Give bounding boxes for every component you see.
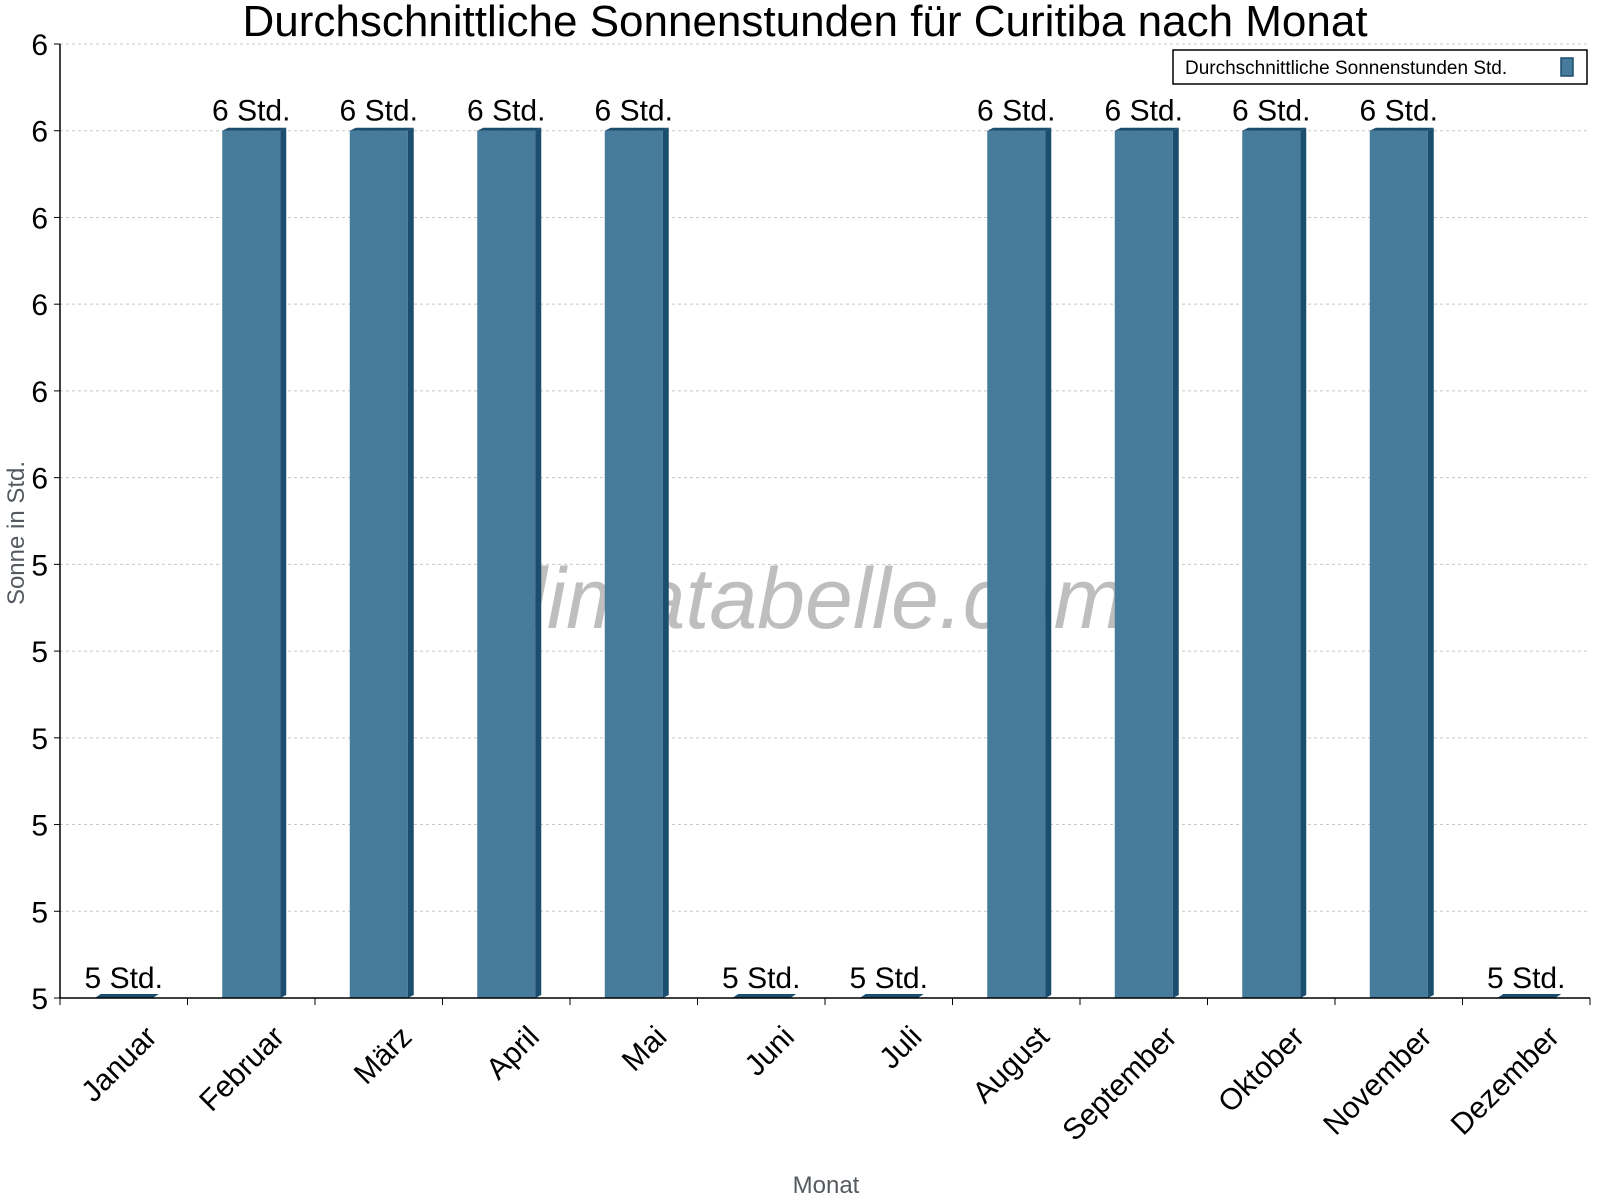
bar-front [987, 130, 1046, 998]
x-tick-label: August [967, 1020, 1057, 1110]
value-label: 6 Std. [467, 95, 545, 128]
bar-februar [222, 127, 287, 998]
value-label: 6 Std. [1360, 95, 1438, 128]
y-tick-label: 6 [31, 29, 48, 62]
bar-side [280, 127, 287, 998]
bar-front [1369, 130, 1428, 998]
value-label: 6 Std. [340, 95, 418, 128]
bar-side [1300, 127, 1307, 998]
bar-side [1427, 127, 1434, 998]
grid-lines [60, 43, 1590, 912]
bar-september [1114, 127, 1179, 998]
y-tick-label: 6 [31, 289, 48, 322]
y-tick-label: 5 [31, 983, 48, 1016]
bar-top [94, 994, 159, 998]
value-label: 5 Std. [722, 962, 800, 995]
x-tick-label: Dezember [1445, 1020, 1566, 1141]
bar-top [349, 127, 414, 131]
bar-dezember [1497, 994, 1562, 998]
y-tick-label: 5 [31, 896, 48, 929]
bar-oktober [1242, 127, 1307, 998]
bar-side [407, 127, 414, 998]
value-label: 5 Std. [850, 962, 928, 995]
bar-front [604, 130, 663, 998]
x-tick-label: November [1317, 1020, 1438, 1141]
value-label: 6 Std. [1105, 95, 1183, 128]
bar-april [477, 127, 542, 998]
value-label: 5 Std. [1487, 962, 1565, 995]
bar-top [1497, 994, 1562, 998]
value-label: 6 Std. [212, 95, 290, 128]
bar-top [987, 127, 1052, 131]
x-tick-label: April [480, 1020, 546, 1086]
x-tick-label: Oktober [1212, 1020, 1311, 1119]
bar-november [1369, 127, 1434, 998]
value-label: 6 Std. [977, 95, 1055, 128]
bar-top [604, 127, 669, 131]
y-tick-label: 6 [31, 376, 48, 409]
y-tick-label: 5 [31, 636, 48, 669]
bar-side [1172, 127, 1179, 998]
value-labels: 5 Std. 6 Std. 6 Std. 6 Std. 6 Std. 5 Std. 5 St… [85, 95, 1566, 995]
bar-top [1242, 127, 1307, 131]
y-axis-label: Sonne in Std. [3, 461, 30, 605]
value-label: 6 Std. [1232, 95, 1310, 128]
bar-januar [94, 994, 159, 998]
bar-juli [859, 994, 924, 998]
bars [94, 127, 1562, 998]
x-axis-label: Monat [793, 1172, 860, 1199]
bar-front [1242, 130, 1301, 998]
bar-front [1114, 130, 1173, 998]
bar-front [349, 130, 408, 998]
x-tick-label: September [1056, 1020, 1183, 1147]
y-tick-label: 6 [31, 463, 48, 496]
x-tick-label: Juni [739, 1020, 801, 1082]
legend: Durchschnittliche Sonnenstunden Std. [1172, 49, 1588, 85]
bar-august [987, 127, 1052, 998]
value-label: 5 Std. [85, 962, 163, 995]
x-tick-label: Mai [616, 1020, 674, 1078]
x-tick-label: Januar [75, 1020, 163, 1108]
y-tick-label: 6 [31, 202, 48, 235]
bar-top [732, 994, 797, 998]
legend-box [1172, 49, 1588, 85]
bar-märz [349, 127, 414, 998]
y-tick-label: 5 [31, 810, 48, 843]
x-tick-label: Juli [873, 1020, 928, 1075]
bar-juni [732, 994, 797, 998]
x-tick-label: März [348, 1020, 418, 1090]
y-tick-label: 5 [31, 723, 48, 756]
bar-top [1114, 127, 1179, 131]
bar-top [1369, 127, 1434, 131]
bar-front [477, 130, 536, 998]
bar-top [477, 127, 542, 131]
bar-side [662, 127, 669, 998]
legend-label: Durchschnittliche Sonnenstunden Std. [1185, 58, 1507, 79]
bar-top [859, 994, 924, 998]
value-label: 6 Std. [595, 95, 673, 128]
bar-mai [604, 127, 669, 998]
chart-title: Durchschnittliche Sonnenstunden für Curi… [242, 0, 1367, 46]
x-tick-label: Februar [193, 1020, 291, 1118]
bar-front [222, 130, 281, 998]
y-tick-label: 5 [31, 549, 48, 582]
y-tick-label: 6 [31, 116, 48, 149]
legend-swatch [1560, 57, 1574, 77]
bar-side [535, 127, 542, 998]
bar-top [222, 127, 287, 131]
bar-side [1045, 127, 1052, 998]
